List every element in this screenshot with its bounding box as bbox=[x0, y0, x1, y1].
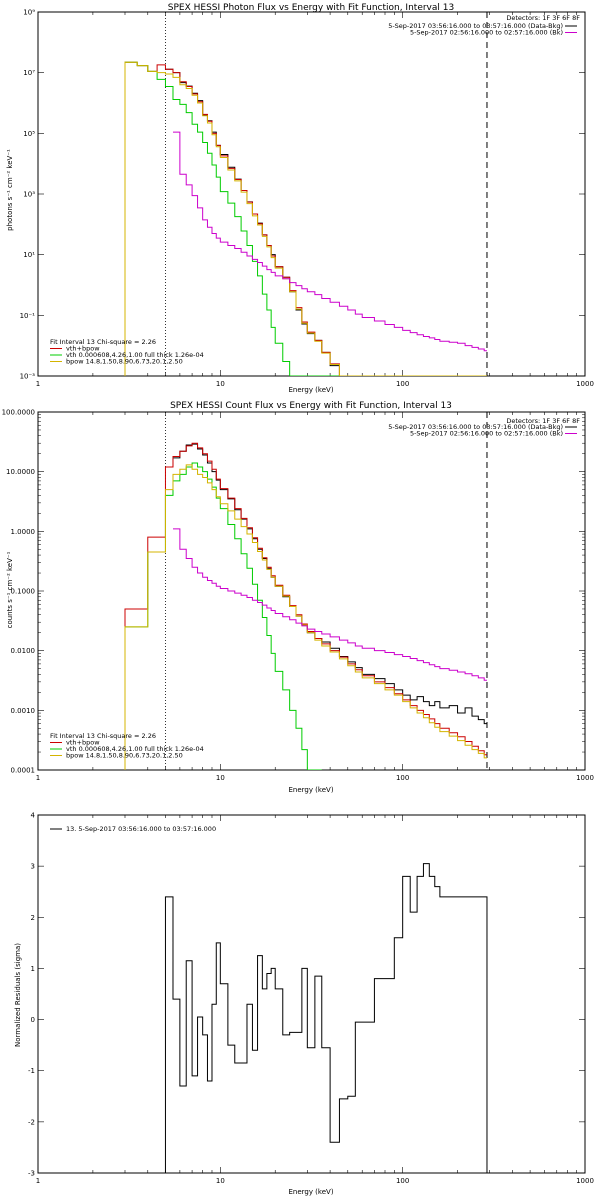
count-flux-panel: SPEX HESSI Count Flux vs Energy with Fit… bbox=[2, 401, 594, 794]
y-tick-label: 2 bbox=[31, 914, 35, 922]
y-tick-label: 10.0000 bbox=[6, 468, 35, 476]
y-tick-label: 1.0000 bbox=[11, 528, 36, 536]
plot-frame bbox=[37, 814, 586, 1174]
residuals-x-label: Energy (keV) bbox=[288, 1188, 333, 1196]
series-line-bk bbox=[172, 131, 487, 352]
series-line-vth-bpow bbox=[124, 61, 487, 376]
residuals-panel: 1 10 100 1000 -3 -2 -1 0 1 2 3 4 13. 5-Sep-2017 03:5… bbox=[14, 812, 594, 1197]
y-tick-label: 10⁻¹ bbox=[20, 312, 36, 320]
legend-right-entry: 5-Sep-2017 03:56:16.000 to 03:57:16.000 … bbox=[388, 423, 563, 431]
photon-detectors: Detectors: 1F 3F 6F 8F bbox=[506, 14, 580, 22]
y-tick-label: -2 bbox=[28, 1118, 35, 1126]
y-tick-label: 100.0000 bbox=[2, 409, 35, 417]
photon-x-label: Energy (keV) bbox=[288, 386, 333, 394]
x-tick-label: 10 bbox=[216, 774, 225, 782]
series-line-vth-bpow bbox=[124, 442, 487, 770]
series-line-data-bkg bbox=[165, 68, 487, 376]
series-line-bk bbox=[172, 528, 487, 681]
y-tick-label: 10³ bbox=[23, 191, 35, 199]
legend-left-entry: vth+bpow bbox=[66, 345, 100, 353]
photon-y-label: photons s⁻¹ cm⁻² keV⁻¹ bbox=[6, 149, 14, 231]
plot-frame bbox=[37, 411, 586, 771]
count-x-label: Energy (keV) bbox=[288, 786, 333, 794]
count-detectors: Detectors: 1F 3F 6F 8F bbox=[506, 417, 580, 425]
legend-right-entry: 5-Sep-2017 02:56:16.000 to 02:57:16.000 … bbox=[410, 29, 563, 37]
y-tick-label: 0.0001 bbox=[11, 767, 36, 775]
series-line-bpow bbox=[124, 464, 487, 770]
y-tick-label: 4 bbox=[31, 812, 36, 820]
y-tick-label: 0.0010 bbox=[11, 707, 36, 715]
y-tick-label: 10⁷ bbox=[23, 69, 35, 77]
y-tick-label: 10¹ bbox=[23, 251, 35, 259]
series-line-data-bkg bbox=[165, 443, 487, 725]
y-tick-label: -3 bbox=[28, 1170, 35, 1178]
y-tick-label: 1 bbox=[31, 965, 35, 973]
photon-panel-title: SPEX HESSI Photon Flux vs Energy with Fi… bbox=[168, 3, 454, 13]
x-tick-label: 10 bbox=[216, 1177, 225, 1185]
x-tick-label: 100 bbox=[396, 774, 409, 782]
photon-plot-area: 1 10 100 1000 10⁻³ 10⁻¹ 10¹ 10³ 10⁵ 10⁷ 10⁹ 5-Sep-2… bbox=[20, 9, 594, 389]
x-tick-label: 1000 bbox=[576, 380, 594, 388]
count-panel-title: SPEX HESSI Count Flux vs Energy with Fit… bbox=[170, 401, 452, 411]
legend-left-entry: Fit Interval 13 Chi-square = 2.26 bbox=[50, 338, 156, 346]
series-line-vth bbox=[124, 462, 322, 770]
x-tick-label: 1000 bbox=[576, 1177, 594, 1185]
photon-flux-panel: SPEX HESSI Photon Flux vs Energy with Fi… bbox=[6, 3, 594, 394]
series-line-13-5-sep-2017-03-56-16-000-to-03-57-16-000 bbox=[164, 863, 488, 1173]
x-tick-label: 1 bbox=[36, 380, 40, 388]
y-tick-label: 10⁵ bbox=[23, 130, 35, 138]
x-tick-label: 100 bbox=[396, 1177, 409, 1185]
count-y-label: counts s⁻¹ cm⁻² keV⁻¹ bbox=[6, 551, 14, 628]
legend-left-entry: Fit Interval 13 Chi-square = 2.26 bbox=[50, 732, 156, 740]
series-line-bpow bbox=[124, 61, 487, 376]
x-tick-label: 10 bbox=[216, 380, 225, 388]
y-tick-label: 3 bbox=[31, 863, 35, 871]
legend-left-entry: vth 0.000608,4.26,1.00 full thick 1.26e-… bbox=[66, 351, 204, 359]
y-tick-label: 10⁹ bbox=[23, 9, 35, 17]
x-tick-label: 1 bbox=[36, 1177, 40, 1185]
legend-left-entry: vth+bpow bbox=[66, 739, 100, 747]
legend-left-entry: vth 0.000608,4.26,1.00 full thick 1.26e-… bbox=[66, 745, 204, 753]
y-tick-label: -1 bbox=[28, 1067, 35, 1075]
y-tick-label: 0.1000 bbox=[11, 588, 36, 596]
x-tick-label: 1 bbox=[36, 774, 40, 782]
legend-left-entry: bpow 14.8,1.50,8.90,6.73,20.1,2.50 bbox=[66, 358, 183, 366]
x-tick-label: 1000 bbox=[576, 774, 594, 782]
residuals-y-label: Normalized Residuals (sigma) bbox=[14, 943, 22, 1047]
y-tick-label: 0.0100 bbox=[11, 647, 36, 655]
legend-right-entry: 5-Sep-2017 02:56:16.000 to 02:57:16.000 … bbox=[410, 430, 563, 438]
y-tick-label: 0 bbox=[31, 1016, 35, 1024]
legend-left-entry: 13. 5-Sep-2017 03:56:16.000 to 03:57:16.… bbox=[66, 825, 216, 833]
legend-left-entry: bpow 14.8,1.50,8.90,6.73,20.1,2.50 bbox=[66, 752, 183, 760]
residuals-plot-area: 1 10 100 1000 -3 -2 -1 0 1 2 3 4 13. 5-Sep-2017 03:5… bbox=[28, 812, 594, 1186]
count-plot-area: 1 10 100 1000 0.0001 0.0010 0.0100 0.1000 1.0000… bbox=[2, 409, 594, 783]
y-tick-label: 10⁻³ bbox=[20, 373, 36, 381]
x-tick-label: 100 bbox=[396, 380, 409, 388]
series-line-vth bbox=[124, 61, 375, 376]
plot-frame bbox=[37, 11, 586, 377]
legend-right-entry: 5-Sep-2017 03:56:16.000 to 03:57:16.000 … bbox=[388, 22, 563, 30]
